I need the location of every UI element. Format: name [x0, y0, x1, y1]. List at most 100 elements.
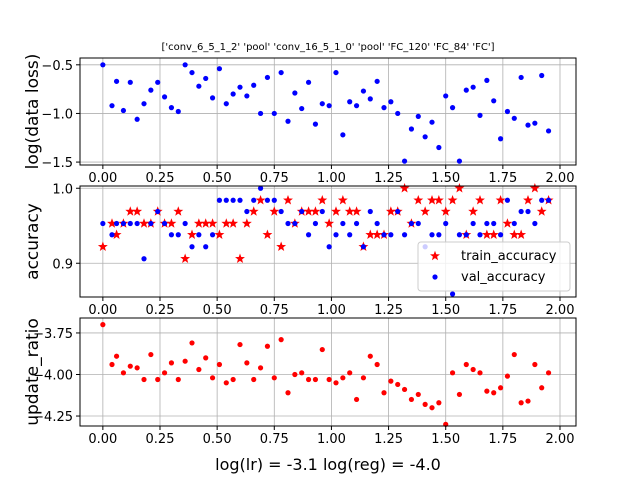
update-ratio-point: [120, 370, 127, 376]
accuracy-point: [326, 244, 332, 250]
update-ratio-point: [388, 378, 394, 384]
accuracy-point: [168, 232, 175, 238]
train-accuracy-point: [502, 218, 513, 228]
accuracy-point: [230, 197, 236, 203]
accuracy-point: [189, 244, 195, 250]
loss-point: [511, 115, 517, 121]
train-accuracy-point: [495, 195, 506, 205]
update-ratio-point: [148, 351, 154, 358]
update-ratio-point: [230, 376, 236, 383]
accuracy-y-label: accuracy: [23, 203, 43, 280]
train-accuracy-point: [173, 206, 184, 216]
loss-point: [299, 105, 305, 112]
accuracy-point: [443, 220, 449, 227]
accuracy-point: [497, 232, 504, 238]
accuracy-point: [367, 208, 373, 215]
accuracy-point: [374, 220, 380, 227]
train-accuracy-point: [187, 229, 197, 239]
train-accuracy-point: [125, 206, 136, 216]
train-accuracy-point: [447, 195, 458, 205]
train-accuracy-point: [214, 229, 225, 239]
accuracy-point: [257, 185, 264, 191]
loss-point: [271, 110, 277, 117]
loss-x-tick-label: 0.25: [146, 171, 175, 186]
update-ratio-point: [134, 365, 140, 371]
accuracy-point: [216, 197, 223, 203]
accuracy-point: [100, 220, 106, 227]
train-accuracy-point: [255, 195, 266, 205]
loss-point: [216, 66, 223, 72]
loss-point: [285, 118, 291, 124]
loss-point: [367, 96, 373, 102]
accuracy-y-tick-label: 1.0: [52, 182, 73, 197]
loss-point: [141, 101, 147, 107]
update-ratio-point: [532, 361, 538, 368]
accuracy-point: [127, 220, 133, 227]
loss-point: [497, 136, 504, 142]
loss-y-tick-label: −1.0: [41, 107, 73, 122]
loss-point: [340, 132, 346, 138]
loss-point: [484, 77, 490, 83]
accuracy-x-tick-label: 0.50: [203, 303, 232, 318]
update-ratio-x-tick-label: 0.50: [203, 432, 232, 447]
loss-point: [491, 98, 497, 104]
loss-point: [395, 110, 401, 117]
update-ratio-point: [257, 365, 264, 371]
train-accuracy-point: [241, 218, 252, 228]
accuracy-point: [463, 232, 469, 238]
update-ratio-point: [456, 391, 463, 398]
loss-point: [443, 93, 449, 99]
train-accuracy-point: [468, 206, 479, 216]
loss-point: [134, 116, 140, 122]
update-ratio-point: [353, 396, 360, 403]
train-accuracy-point: [509, 229, 520, 239]
loss-point: [326, 103, 332, 109]
loss-point: [525, 122, 531, 128]
accuracy-point: [333, 232, 339, 238]
loss-point: [333, 69, 339, 76]
legend-val-accuracy: val_accuracy: [461, 270, 546, 285]
loss-point: [189, 69, 195, 76]
accuracy-point: [381, 232, 387, 238]
accuracy-point: [196, 232, 202, 238]
train-accuracy-point: [139, 218, 149, 228]
update-ratio-point: [497, 385, 504, 391]
accuracy-point: [175, 232, 181, 238]
train-accuracy-point: [180, 253, 191, 263]
loss-point: [408, 126, 415, 132]
update-ratio-point: [484, 388, 490, 394]
loss-point: [209, 95, 216, 101]
loss-point: [347, 99, 353, 105]
update-ratio-point: [436, 400, 442, 406]
update-ratio-point: [381, 390, 387, 396]
accuracy-point: [545, 197, 552, 203]
train-accuracy-point: [207, 218, 218, 228]
train-accuracy-point: [475, 195, 485, 205]
loss-point: [415, 113, 421, 119]
update-ratio-point: [203, 355, 209, 361]
accuracy-point: [120, 220, 127, 227]
accuracy-point: [401, 232, 408, 238]
update-ratio-point: [223, 380, 229, 386]
loss-point: [109, 103, 115, 109]
loss-point: [545, 128, 552, 134]
train-accuracy-point: [269, 206, 280, 216]
accuracy-panel-frame: [79, 185, 577, 298]
update-ratio-point: [504, 373, 511, 379]
update-ratio-point: [319, 346, 325, 353]
loss-x-tick-label: 2.00: [546, 171, 575, 186]
loss-point: [449, 105, 456, 111]
accuracy-x-tick-label: 1.25: [374, 303, 403, 318]
train-accuracy-point: [310, 206, 321, 216]
accuracy-point: [319, 208, 325, 215]
update-ratio-point: [415, 391, 421, 398]
train-accuracy-point: [344, 206, 355, 216]
update-ratio-panel-frame: [79, 317, 577, 427]
update-ratio-point: [511, 351, 517, 358]
loss-panel-frame: [79, 57, 577, 166]
update-ratio-point: [209, 375, 216, 381]
loss-x-tick-label: 1.75: [488, 171, 517, 186]
loss-point: [429, 119, 435, 125]
update-ratio-x-tick-label: 1.50: [431, 432, 460, 447]
loss-point: [305, 79, 312, 85]
